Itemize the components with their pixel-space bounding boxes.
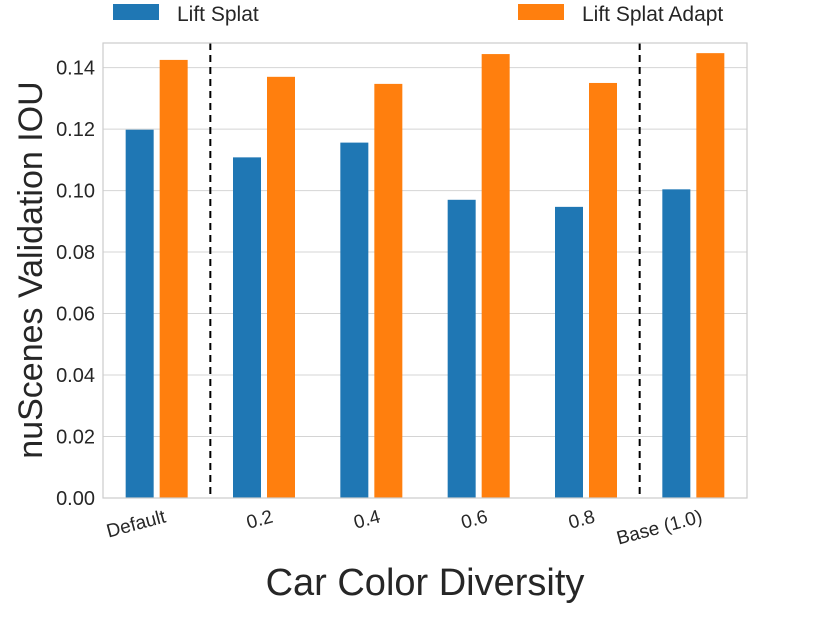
y-tick-label: 0.04 xyxy=(56,365,95,387)
y-tick-label: 0.02 xyxy=(56,427,95,449)
y-tick-label: 0.10 xyxy=(56,181,95,203)
x-axis-ticks: Default 0.2 0.4 0.6 0.8 Base (1.0) xyxy=(104,506,704,549)
legend: Lift Splat Lift Splat Adapt xyxy=(113,3,723,26)
x-tick-label: 0.2 xyxy=(244,507,275,534)
y-tick-label: 0.06 xyxy=(56,304,95,326)
bar-lift-splat xyxy=(662,189,691,499)
x-tick-label: 0.8 xyxy=(566,507,597,534)
x-tick-label: Default xyxy=(104,506,168,542)
bar-lift-splat-adapt xyxy=(696,53,725,499)
bar-lift-splat xyxy=(340,142,369,499)
bar-lift-splat-adapt xyxy=(159,59,188,498)
y-tick-label: 0.12 xyxy=(56,119,95,141)
legend-swatch-lift-splat-adapt xyxy=(518,4,564,20)
x-tick-label: Base (1.0) xyxy=(615,507,705,550)
bars xyxy=(125,53,725,499)
bar-lift-splat-adapt xyxy=(481,54,510,498)
y-tick-label: 0.00 xyxy=(56,488,95,510)
grid-lines xyxy=(103,67,747,499)
bar-lift-splat xyxy=(447,199,476,499)
y-tick-label: 0.08 xyxy=(56,242,95,264)
x-axis-label: Car Color Diversity xyxy=(266,562,585,604)
bar-lift-splat-adapt xyxy=(589,82,617,498)
y-axis-ticks: 0.00 0.02 0.04 0.06 0.08 0.10 0.12 0.14 xyxy=(56,58,95,510)
bar-lift-splat xyxy=(125,129,154,498)
y-axis-label: nuScenes Validation IOU xyxy=(12,81,50,458)
bar-lift-splat xyxy=(233,157,261,498)
x-tick-label: 0.4 xyxy=(352,506,383,533)
legend-label-lift-splat: Lift Splat xyxy=(177,3,259,26)
plot-frame xyxy=(102,42,748,499)
legend-swatch-lift-splat xyxy=(113,4,159,20)
legend-label-lift-splat-adapt: Lift Splat Adapt xyxy=(582,3,723,26)
y-tick-label: 0.14 xyxy=(56,58,95,80)
group-separators xyxy=(209,43,641,498)
bar-lift-splat-adapt xyxy=(374,83,403,498)
bar-lift-splat xyxy=(555,206,583,498)
x-tick-label: 0.6 xyxy=(459,507,490,534)
bar-lift-splat-adapt xyxy=(267,76,295,498)
